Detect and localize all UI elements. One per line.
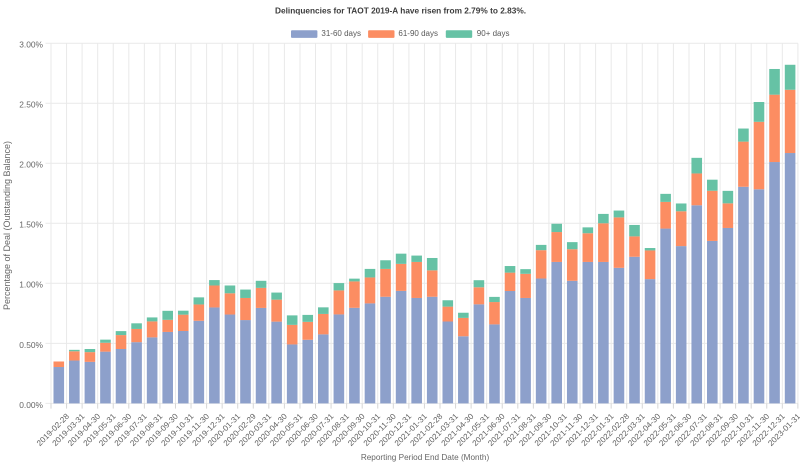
svg-text:2.00%: 2.00% bbox=[19, 160, 43, 170]
svg-text:90+ days: 90+ days bbox=[477, 29, 510, 38]
svg-text:0.00%: 0.00% bbox=[19, 400, 43, 410]
svg-text:1.00%: 1.00% bbox=[19, 280, 43, 290]
svg-text:61-90 days: 61-90 days bbox=[398, 29, 438, 38]
svg-text:Reporting Period End Date (Mon: Reporting Period End Date (Month) bbox=[361, 453, 490, 462]
svg-text:2.50%: 2.50% bbox=[19, 100, 43, 110]
svg-text:3.00%: 3.00% bbox=[19, 40, 43, 50]
svg-text:Percentage of Deal (Outstandin: Percentage of Deal (Outstanding Balance) bbox=[2, 141, 12, 310]
svg-text:1.50%: 1.50% bbox=[19, 220, 43, 230]
svg-text:Delinquencies for TAOT 2019-A: Delinquencies for TAOT 2019-A have risen… bbox=[275, 6, 526, 16]
svg-text:0.50%: 0.50% bbox=[19, 340, 43, 350]
svg-text:31-60 days: 31-60 days bbox=[321, 29, 361, 38]
